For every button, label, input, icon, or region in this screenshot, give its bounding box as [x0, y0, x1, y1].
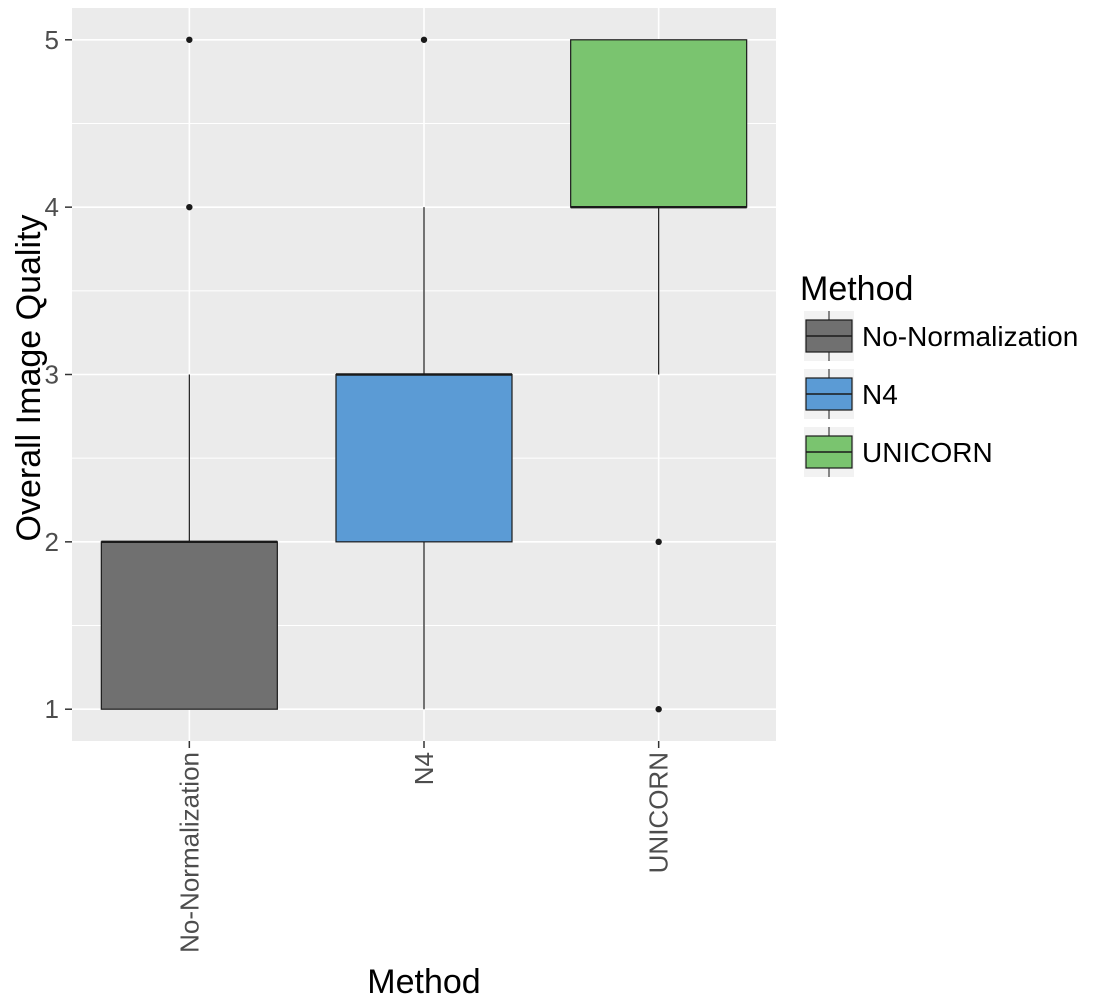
y-tick-label: 5: [45, 25, 59, 55]
box-body: [100, 541, 278, 710]
outlier-point: [186, 36, 193, 43]
box-body: [570, 39, 748, 208]
x-tick-label: No-Normalization: [174, 752, 204, 953]
legend-entry-n4: N4: [804, 369, 898, 419]
boxes: [100, 36, 748, 713]
y-tick-label: 2: [45, 527, 59, 557]
x-axis: No-Normalization N4 UNICORN: [174, 741, 674, 953]
x-axis-title: Method: [367, 963, 480, 1001]
y-axis-title: Overall Image Quality: [10, 215, 48, 542]
y-tick-label: 1: [45, 694, 59, 724]
outlier-point: [186, 203, 193, 211]
legend-label: No-Normalization: [862, 321, 1078, 352]
outlier-point: [655, 706, 662, 713]
box-body: [335, 373, 513, 543]
legend-label: N4: [862, 379, 898, 410]
x-tick-label: UNICORN: [644, 752, 674, 873]
outlier-point: [655, 538, 662, 546]
outlier-point: [420, 36, 428, 43]
box-n4: [335, 36, 513, 710]
box-no-normalization: [100, 36, 278, 710]
legend: Method No-Normalization N4 UNICORN: [800, 270, 1078, 477]
y-tick-label: 3: [45, 360, 59, 390]
box-unicorn: [570, 39, 748, 713]
y-tick-label: 4: [45, 192, 59, 222]
x-tick-label: N4: [409, 752, 439, 785]
legend-entry-unicorn: UNICORN: [804, 427, 993, 477]
legend-label: UNICORN: [862, 437, 993, 468]
legend-title: Method: [800, 270, 913, 308]
y-axis: 1 2 3 4 5: [45, 25, 72, 724]
legend-entry-no-normalization: No-Normalization: [804, 311, 1078, 361]
